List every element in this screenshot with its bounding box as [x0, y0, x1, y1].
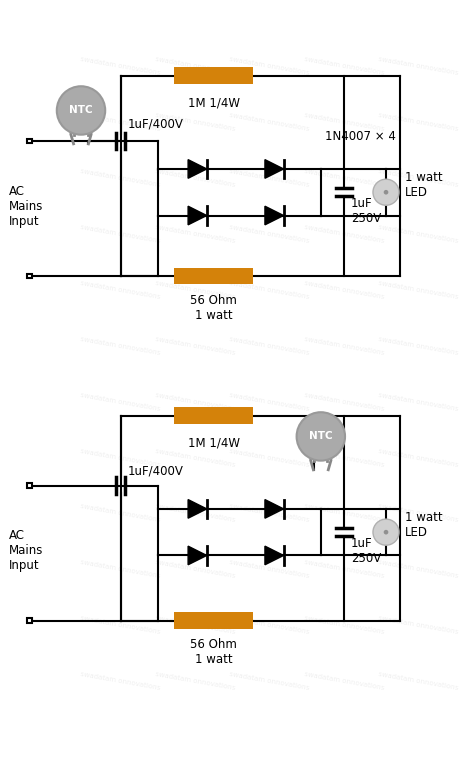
Bar	[174, 407, 253, 424]
Text: 1M 1/4W: 1M 1/4W	[188, 97, 240, 110]
Text: swadatam onnovations: swadatam onnovations	[155, 336, 236, 356]
Text: swadatam onnovations: swadatam onnovations	[303, 112, 384, 132]
Circle shape	[297, 413, 345, 461]
Text: swadatam onnovations: swadatam onnovations	[229, 57, 310, 76]
Bar	[174, 67, 253, 84]
Text: swadatam onnovations: swadatam onnovations	[155, 447, 236, 468]
Text: 1 watt
LED: 1 watt LED	[405, 171, 442, 199]
Text: swadatam onnovations: swadatam onnovations	[378, 671, 459, 691]
Text: swadatam onnovations: swadatam onnovations	[378, 57, 459, 76]
Text: swadatam onnovations: swadatam onnovations	[80, 615, 161, 635]
Text: swadatam onnovations: swadatam onnovations	[229, 280, 310, 300]
Text: swadatam onnovations: swadatam onnovations	[155, 224, 236, 245]
Text: swadatam onnovations: swadatam onnovations	[229, 615, 310, 635]
Polygon shape	[265, 500, 283, 519]
Text: swadatam onnovations: swadatam onnovations	[378, 112, 459, 132]
Text: NTC: NTC	[309, 431, 333, 441]
Text: swadatam onnovations: swadatam onnovations	[303, 447, 384, 468]
Polygon shape	[265, 160, 283, 178]
Text: swadatam onnovations: swadatam onnovations	[80, 168, 161, 188]
Text: swadatam onnovations: swadatam onnovations	[378, 168, 459, 188]
Text: swadatam onnovations: swadatam onnovations	[155, 671, 236, 691]
Text: swadatam onnovations: swadatam onnovations	[155, 112, 236, 132]
Text: swadatam onnovations: swadatam onnovations	[378, 447, 459, 468]
Text: swadatam onnovations: swadatam onnovations	[303, 224, 384, 245]
Text: swadatam onnovations: swadatam onnovations	[80, 224, 161, 245]
Circle shape	[373, 519, 399, 545]
Text: swadatam onnovations: swadatam onnovations	[303, 57, 384, 76]
Text: swadatam onnovations: swadatam onnovations	[378, 392, 459, 412]
Text: swadatam onnovations: swadatam onnovations	[229, 112, 310, 132]
Text: 1N4007 × 4: 1N4007 × 4	[326, 130, 396, 143]
Polygon shape	[188, 546, 207, 565]
Text: swadatam onnovations: swadatam onnovations	[80, 559, 161, 579]
Text: swadatam onnovations: swadatam onnovations	[80, 280, 161, 300]
Text: AC
Mains
Input: AC Mains Input	[9, 185, 43, 228]
Polygon shape	[188, 160, 207, 178]
Text: swadatam onnovations: swadatam onnovations	[229, 336, 310, 356]
Text: swadatam onnovations: swadatam onnovations	[229, 447, 310, 468]
Bar	[27, 618, 32, 623]
Bar	[27, 274, 32, 279]
Polygon shape	[188, 206, 207, 225]
Text: swadatam onnovations: swadatam onnovations	[303, 392, 384, 412]
Text: swadatam onnovations: swadatam onnovations	[80, 112, 161, 132]
Text: swadatam onnovations: swadatam onnovations	[155, 615, 236, 635]
Circle shape	[373, 179, 399, 205]
Text: swadatam onnovations: swadatam onnovations	[229, 224, 310, 245]
Text: 1 watt
LED: 1 watt LED	[405, 511, 442, 539]
Text: swadatam onnovations: swadatam onnovations	[378, 224, 459, 245]
Text: swadatam onnovations: swadatam onnovations	[229, 168, 310, 188]
Text: swadatam onnovations: swadatam onnovations	[303, 615, 384, 635]
Text: swadatam onnovations: swadatam onnovations	[229, 671, 310, 691]
Text: 1uF/400V: 1uF/400V	[128, 465, 183, 478]
Text: swadatam onnovations: swadatam onnovations	[155, 280, 236, 300]
Text: swadatam onnovations: swadatam onnovations	[80, 671, 161, 691]
Text: swadatam onnovations: swadatam onnovations	[378, 280, 459, 300]
Text: swadatam onnovations: swadatam onnovations	[80, 447, 161, 468]
Text: swadatam onnovations: swadatam onnovations	[303, 671, 384, 691]
Text: NTC: NTC	[69, 105, 93, 116]
Polygon shape	[188, 500, 207, 519]
Text: swadatam onnovations: swadatam onnovations	[229, 559, 310, 579]
Text: swadatam onnovations: swadatam onnovations	[303, 503, 384, 524]
Text: 56 Ohm
1 watt: 56 Ohm 1 watt	[190, 294, 237, 322]
Bar	[174, 612, 253, 629]
Polygon shape	[265, 206, 283, 225]
Text: swadatam onnovations: swadatam onnovations	[378, 336, 459, 356]
Bar	[27, 139, 32, 143]
Text: swadatam onnovations: swadatam onnovations	[303, 336, 384, 356]
Text: swadatam onnovations: swadatam onnovations	[155, 392, 236, 412]
Text: swadatam onnovations: swadatam onnovations	[155, 168, 236, 188]
Text: 1uF
250V: 1uF 250V	[351, 537, 382, 565]
Circle shape	[383, 190, 388, 195]
Text: swadatam onnovations: swadatam onnovations	[80, 503, 161, 524]
Polygon shape	[265, 546, 283, 565]
Circle shape	[57, 86, 105, 135]
Text: 1uF/400V: 1uF/400V	[128, 118, 183, 131]
Text: swadatam onnovations: swadatam onnovations	[378, 503, 459, 524]
Text: swadatam onnovations: swadatam onnovations	[155, 503, 236, 524]
Text: swadatam onnovations: swadatam onnovations	[229, 392, 310, 412]
Text: 1M 1/4W: 1M 1/4W	[188, 436, 240, 449]
Bar	[27, 483, 32, 488]
Circle shape	[383, 530, 388, 534]
Text: swadatam onnovations: swadatam onnovations	[378, 559, 459, 579]
Text: swadatam onnovations: swadatam onnovations	[155, 559, 236, 579]
Text: swadatam onnovations: swadatam onnovations	[80, 57, 161, 76]
Text: 1uF
250V: 1uF 250V	[351, 197, 382, 225]
Text: swadatam onnovations: swadatam onnovations	[303, 168, 384, 188]
Text: swadatam onnovations: swadatam onnovations	[303, 559, 384, 579]
Text: swadatam onnovations: swadatam onnovations	[378, 615, 459, 635]
Text: AC
Mains
Input: AC Mains Input	[9, 529, 43, 572]
Bar	[174, 268, 253, 285]
Text: swadatam onnovations: swadatam onnovations	[80, 336, 161, 356]
Text: swadatam onnovations: swadatam onnovations	[80, 392, 161, 412]
Text: 56 Ohm
1 watt: 56 Ohm 1 watt	[190, 638, 237, 666]
Text: swadatam onnovations: swadatam onnovations	[229, 503, 310, 524]
Text: swadatam onnovations: swadatam onnovations	[303, 280, 384, 300]
Text: swadatam onnovations: swadatam onnovations	[155, 57, 236, 76]
